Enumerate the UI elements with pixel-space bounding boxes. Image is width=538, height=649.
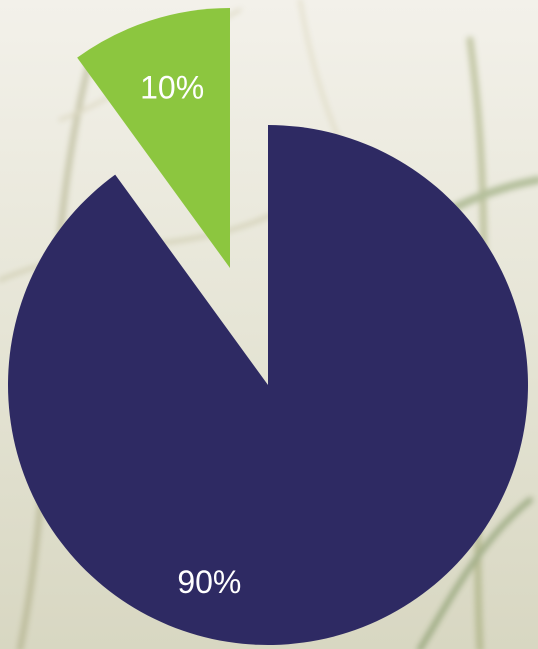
data-label: 10%: [140, 69, 204, 105]
page: 90%10% (() => { const data = JSON.parse(…: [0, 0, 538, 649]
chart: 90% 10%: [0, 0, 538, 649]
data-label: 90%: [177, 564, 241, 600]
